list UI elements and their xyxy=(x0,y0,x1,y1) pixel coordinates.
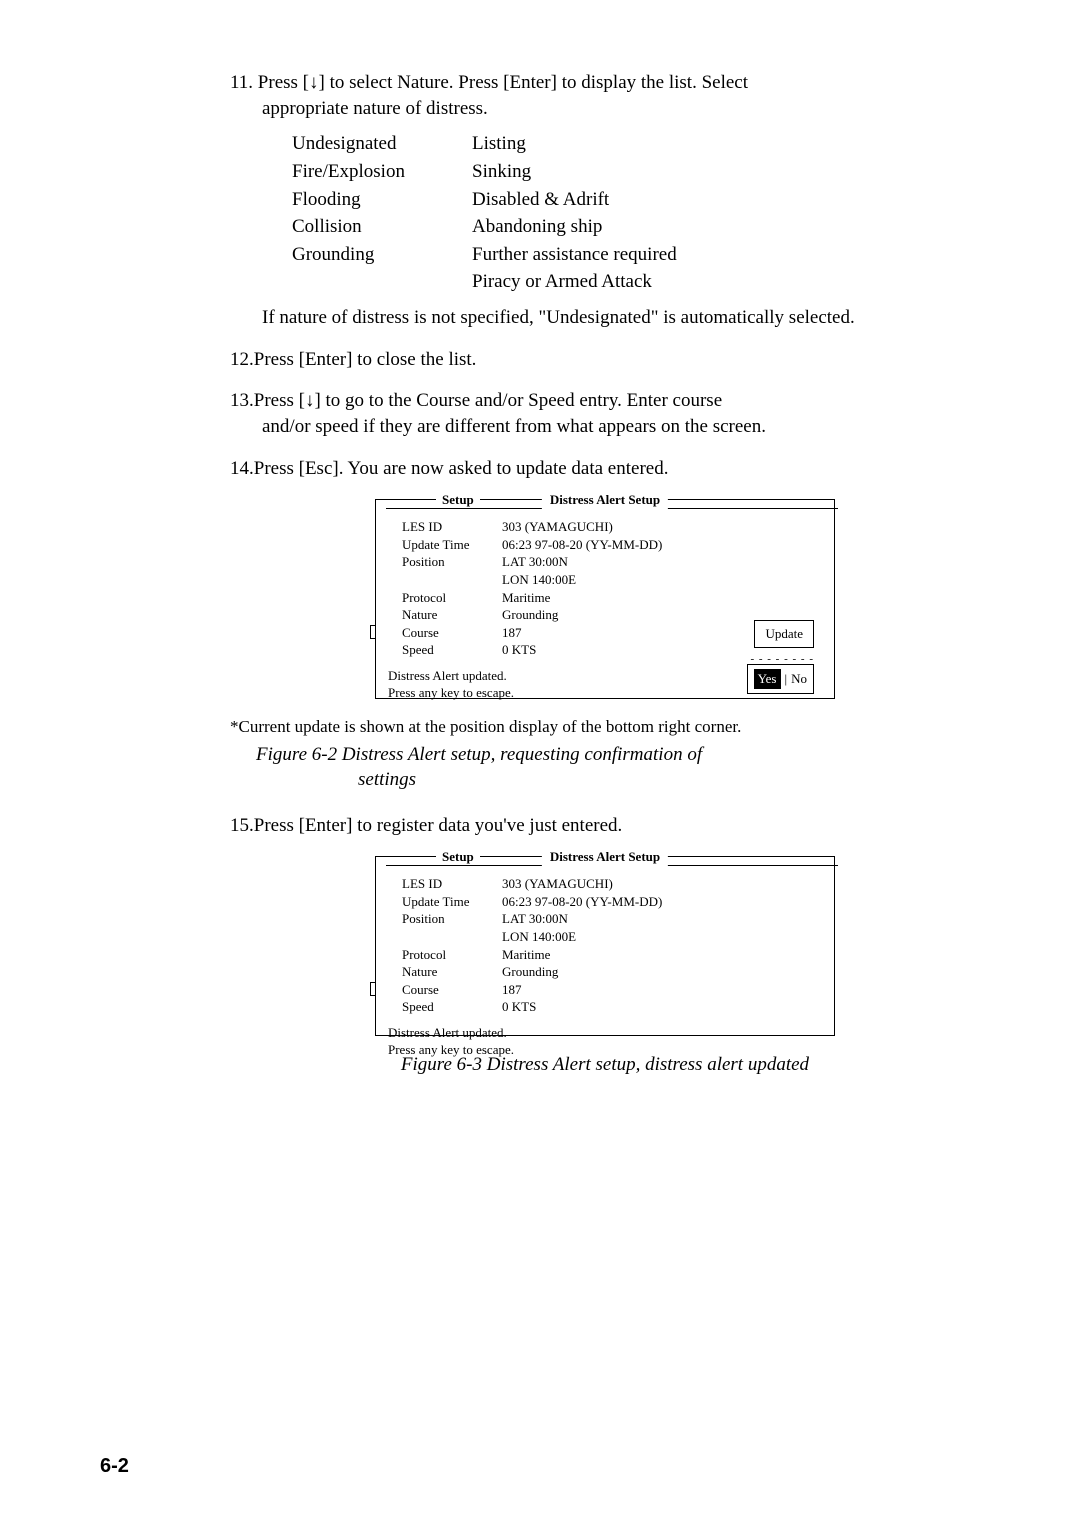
nature-cell: Collision xyxy=(292,214,472,242)
setup-label: Setup xyxy=(436,848,480,866)
nature-cell: Further assistance required xyxy=(472,242,677,270)
step-15-prefix: 15. xyxy=(230,815,254,836)
term-label: Nature xyxy=(402,963,502,981)
step-14-text: Press [Esc]. You are now asked to update… xyxy=(254,458,669,479)
step-12-prefix: 12. xyxy=(230,349,254,370)
terminal-screenshot-2: Setup Distress Alert Setup LES ID303 (YA… xyxy=(375,856,835,1036)
footer-line1: Distress Alert updated. xyxy=(388,1024,818,1042)
step-11-note: If nature of distress is not specified, … xyxy=(230,305,980,331)
step-12: 12.Press [Enter] to close the list. xyxy=(230,347,980,373)
step-11-prefix: 11. xyxy=(230,72,253,93)
nature-cell: Sinking xyxy=(472,159,677,187)
term-value: 303 (YAMAGUCHI) xyxy=(502,875,818,893)
term-label: Course xyxy=(402,981,502,999)
term-label: Speed xyxy=(402,641,502,659)
fig62-line2: settings xyxy=(256,768,980,793)
term-label: Update Time xyxy=(402,893,502,911)
term-value: 303 (YAMAGUCHI) xyxy=(502,518,818,536)
step-13-body: and/or speed if they are different from … xyxy=(230,414,980,440)
terminal-content: LES ID303 (YAMAGUCHI) Update Time06:23 9… xyxy=(402,875,818,1015)
term-label xyxy=(402,928,502,946)
term-label: Protocol xyxy=(402,589,502,607)
inner-title: Distress Alert Setup xyxy=(542,848,668,866)
term-label: Course xyxy=(402,624,502,642)
step-13-text-b: ] to go to the Course and/or Speed entry… xyxy=(314,390,722,411)
table-row: FloodingDisabled & Adrift xyxy=(292,187,677,215)
term-value: Grounding xyxy=(502,963,818,981)
term-label: Position xyxy=(402,553,502,571)
terminal-screenshot-1: Setup Distress Alert Setup LES ID303 (YA… xyxy=(375,499,835,699)
nature-cell: Fire/Explosion xyxy=(292,159,472,187)
page-number: 6-2 xyxy=(100,1455,129,1478)
step-15: 15.Press [Enter] to register data you've… xyxy=(230,813,980,839)
fig62-line1: Figure 6-2 Distress Alert setup, request… xyxy=(256,743,980,768)
nature-cell: Piracy or Armed Attack xyxy=(472,269,677,297)
step-15-text: Press [Enter] to register data you've ju… xyxy=(254,815,623,836)
term-value: Maritime xyxy=(502,946,818,964)
figure-6-2-caption: Figure 6-2 Distress Alert setup, request… xyxy=(256,743,980,792)
term-label: Update Time xyxy=(402,536,502,554)
footer-line2: Press any key to escape. xyxy=(388,1041,818,1059)
term-label xyxy=(402,571,502,589)
update-label: Update xyxy=(765,626,803,641)
term-value: LON 140:00E xyxy=(502,928,818,946)
step-11-text-a: Press [ xyxy=(258,72,309,93)
step-13-text-a: Press [ xyxy=(254,390,305,411)
step-13-prefix: 13. xyxy=(230,390,254,411)
term-value: 06:23 97-08-20 (YY-MM-DD) xyxy=(502,536,818,554)
step-11-body: appropriate nature of distress. xyxy=(230,96,980,122)
nature-cell: Flooding xyxy=(292,187,472,215)
divider-icon: | xyxy=(781,670,792,688)
term-value: 06:23 97-08-20 (YY-MM-DD) xyxy=(502,893,818,911)
nature-cell: Listing xyxy=(472,131,677,159)
nature-cell: Grounding xyxy=(292,242,472,270)
term-label: Position xyxy=(402,910,502,928)
nature-cell: Disabled & Adrift xyxy=(472,187,677,215)
step-12-text: Press [Enter] to close the list. xyxy=(254,349,477,370)
term-value: Maritime xyxy=(502,589,818,607)
table-row: CollisionAbandoning ship xyxy=(292,214,677,242)
nature-cell: Abandoning ship xyxy=(472,214,677,242)
update-box: Update xyxy=(754,620,814,648)
step-11-text-b: ] to select Nature. Press [Enter] to dis… xyxy=(319,72,749,93)
table-row: UndesignatedListing xyxy=(292,131,677,159)
term-value: 0 KTS xyxy=(502,998,818,1016)
term-label: Protocol xyxy=(402,946,502,964)
terminal-footer: Distress Alert updated. Press any key to… xyxy=(388,1024,818,1059)
yes-option: Yes xyxy=(754,669,781,689)
table-row: Fire/ExplosionSinking xyxy=(292,159,677,187)
side-notch-icon xyxy=(370,982,376,996)
inner-title: Distress Alert Setup xyxy=(542,491,668,509)
nature-list-table: UndesignatedListing Fire/ExplosionSinkin… xyxy=(292,131,980,297)
term-label: LES ID xyxy=(402,875,502,893)
down-arrow-icon: ↓ xyxy=(309,72,319,93)
term-value: LAT 30:00N xyxy=(502,910,818,928)
step-13: 13.Press [↓] to go to the Course and/or … xyxy=(230,388,980,439)
side-notch-icon xyxy=(370,625,376,639)
no-option: No xyxy=(791,670,807,688)
term-label: Nature xyxy=(402,606,502,624)
current-update-note: *Current update is shown at the position… xyxy=(230,717,980,737)
nature-cell xyxy=(292,269,472,297)
step-11: 11. Press [↓] to select Nature. Press [E… xyxy=(230,70,980,331)
term-value: LAT 30:00N xyxy=(502,553,818,571)
setup-label: Setup xyxy=(436,491,480,509)
term-label: LES ID xyxy=(402,518,502,536)
yesno-box: Yes | No xyxy=(747,664,814,694)
step-14: 14.Press [Esc]. You are now asked to upd… xyxy=(230,456,980,482)
step-14-prefix: 14. xyxy=(230,458,254,479)
nature-cell: Undesignated xyxy=(292,131,472,159)
table-row: GroundingFurther assistance required xyxy=(292,242,677,270)
term-value: 187 xyxy=(502,981,818,999)
term-label: Speed xyxy=(402,998,502,1016)
page-content: 11. Press [↓] to select Nature. Press [E… xyxy=(230,70,980,1076)
term-value: LON 140:00E xyxy=(502,571,818,589)
table-row: Piracy or Armed Attack xyxy=(292,269,677,297)
